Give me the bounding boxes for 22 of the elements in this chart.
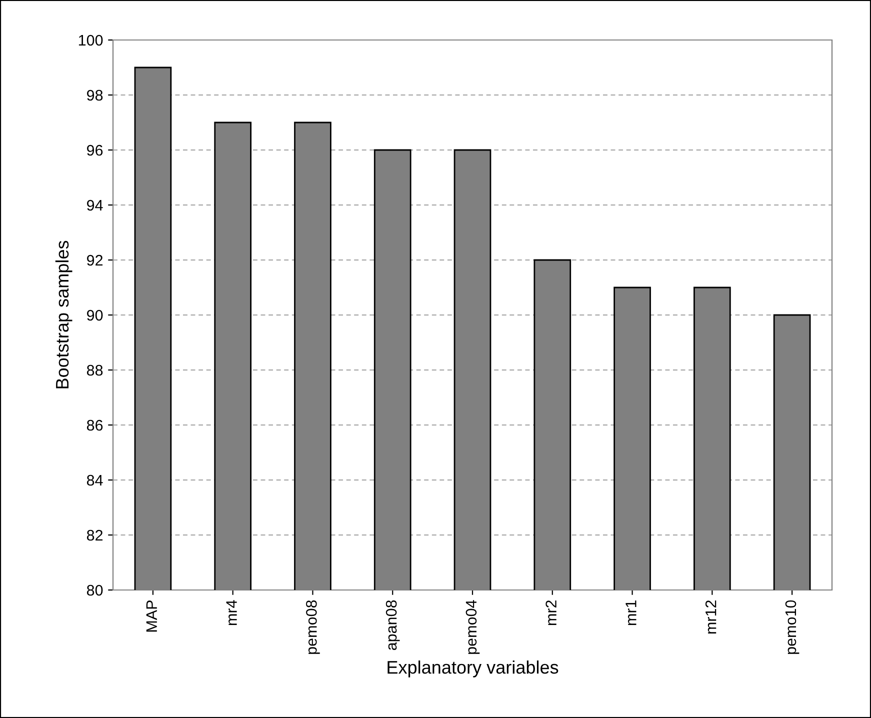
x-tick-label: pemo08 xyxy=(306,600,320,654)
y-tick-label: 88 xyxy=(86,364,103,376)
y-tick-label: 96 xyxy=(87,144,103,156)
x-tick-label: mr4 xyxy=(226,600,237,626)
x-tick-label: mr2 xyxy=(546,600,556,626)
x-tick-label: pemo04 xyxy=(466,600,480,654)
y-tick-label: 92 xyxy=(87,254,103,266)
x-tick-label: apan08 xyxy=(386,600,400,650)
y-tick-label: 94 xyxy=(87,200,103,211)
y-tick-label: 98 xyxy=(87,90,103,101)
x-tick-label: MAP xyxy=(146,600,157,632)
y-tick-label: 84 xyxy=(86,474,103,486)
y-tick-label: 80 xyxy=(86,584,103,596)
y-tick-label: 90 xyxy=(87,310,103,321)
y-tick-label: 100 xyxy=(78,34,103,46)
x-tick-label: mr1 xyxy=(626,600,636,626)
x-tick-label: mr12 xyxy=(705,600,716,634)
x-axis-title: Explanatory variables xyxy=(388,660,558,678)
y-tick-label: 86 xyxy=(86,420,103,431)
y-tick-label: 82 xyxy=(86,530,103,541)
y-axis-title: Bootstrap samples xyxy=(55,240,72,388)
x-tick-label: pemo10 xyxy=(785,600,800,654)
